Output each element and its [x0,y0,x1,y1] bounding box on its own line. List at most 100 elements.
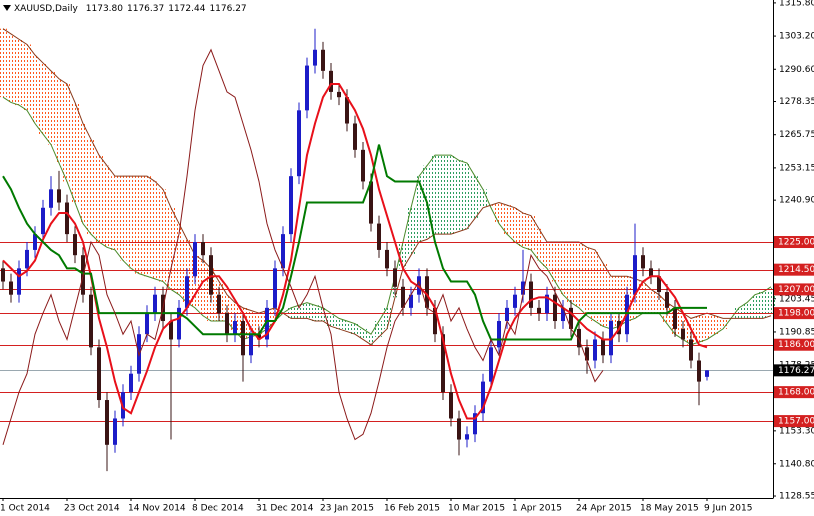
candle-body [705,370,709,377]
candle-body [489,347,493,382]
plot-area [0,28,775,472]
candle-body [601,339,605,356]
cloud-segment [567,242,575,303]
level-label-bg [774,263,814,276]
cloud-segment [159,189,167,282]
y-tick-label: 1190.85 [779,327,814,337]
cloud-segment [439,155,447,235]
cloud-segment [639,281,647,314]
last-price-bg [774,364,814,377]
cloud-segment [7,33,15,103]
y-tick-label: 1265.75 [779,130,814,140]
level-label: 1157.00 [778,417,814,427]
cloud-segment [39,62,47,135]
candle-body [209,255,213,295]
candle-body [369,181,373,224]
cloud-segment [175,223,183,295]
candle-body [673,307,677,329]
x-tick-label: 24 Apr 2015 [576,504,632,514]
cloud-segment [447,155,455,235]
cloud-segment [31,55,39,124]
candle-body [401,286,405,308]
level-label-bg [774,386,814,399]
candle-body [129,373,133,393]
cloud-segment [415,176,423,243]
y-tick-label: 1278.35 [779,97,814,107]
candle-body [585,347,589,361]
cloud-segment [751,294,759,319]
level-label: 1225.00 [778,238,814,248]
candle-body [481,381,485,414]
header-text: XAUUSD,Daily 1173.80 1176.37 1172.44 1176.27 [14,4,247,14]
cloud-segment [743,302,751,319]
level-label: 1186.00 [778,340,814,350]
candle-body [89,294,93,348]
y-tick-label: 1315.80 [779,0,814,8]
candle-body [113,418,117,445]
candle-body [433,307,437,335]
level-label-bg [774,338,814,351]
candle-body [633,255,637,295]
cloud-segment [759,292,767,319]
cloud-segment [495,202,503,224]
x-tick-label: 18 May 2015 [640,504,699,514]
cloud-segment [71,102,79,203]
y-tick-label: 1203.45 [779,294,814,304]
cloud-segment [143,176,151,277]
candle-body [553,294,557,322]
y-tick-label: 1153.30 [779,426,814,436]
candle-body [297,110,301,177]
candle-body [241,321,245,356]
cloud-segment [111,176,119,250]
cloud-segment [0,28,7,98]
candle-body [281,234,285,269]
candle-body [561,307,565,322]
x-tick-label: 31 Dec 2014 [256,504,314,514]
open: 1173.80 [86,4,123,14]
candle-body [73,234,77,256]
cloud-segment [431,155,439,235]
candle-body [313,49,317,66]
y-tick-label: 1240.90 [779,196,814,206]
level-label: 1198.00 [778,309,814,319]
cloud-segment [375,321,383,337]
cloud-segment [399,242,407,269]
candle-body [33,234,37,250]
candle-body [409,294,413,308]
candle-body [473,413,477,435]
cloud-segment [767,286,775,316]
cloud-segment [63,84,71,182]
candle-body [273,268,277,308]
cloud-segment [255,313,263,335]
cloud-segment [383,307,391,329]
level-label-bg [774,415,814,428]
cloud-segment [367,334,375,345]
cloud-segment [119,176,127,261]
cloud-segment [479,189,487,208]
candle-body [441,334,445,393]
candle-body [697,360,701,382]
cloud-segment [471,176,479,219]
x-tick-label: 14 Nov 2014 [128,504,186,514]
y-tick-label: 1140.80 [779,459,814,469]
candle-body [321,49,325,71]
cloud-segment [575,242,583,308]
x-tick-label: 10 Mar 2015 [448,504,505,514]
candle-body [17,268,21,295]
cloud-segment [655,294,663,314]
candle-body [25,249,29,269]
cloud-segment [295,305,303,319]
cloud-segment [559,242,567,295]
cloud-segment [303,302,311,319]
cloud-segment [519,213,527,248]
candle-body [345,97,349,124]
candle-body [689,339,693,361]
candle-body [593,339,597,361]
x-tick-label: 1 Apr 2015 [512,504,562,514]
candle-body [505,307,509,322]
y-tick-label: 1290.60 [779,65,814,75]
cloud-segment [351,323,359,335]
cloud-segment [135,176,143,274]
cloud-segment [87,139,95,235]
